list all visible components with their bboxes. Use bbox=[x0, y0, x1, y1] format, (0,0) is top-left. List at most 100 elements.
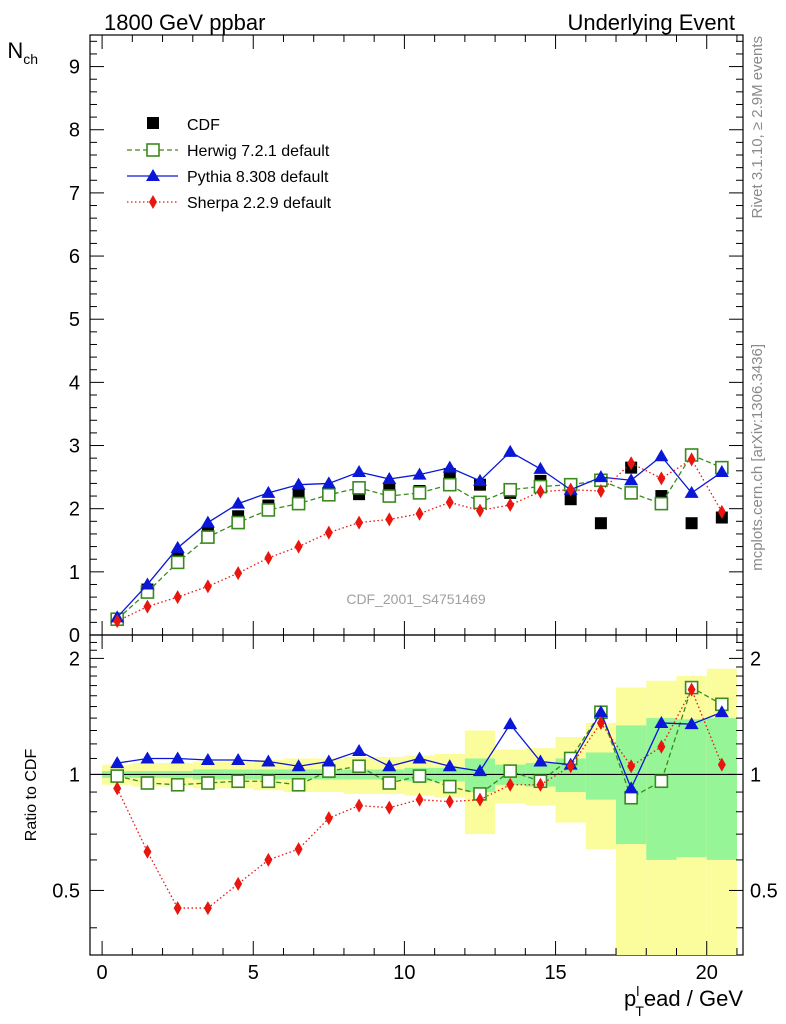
main-pythia-point-10 bbox=[412, 467, 427, 480]
main-pythia-point-7 bbox=[321, 476, 336, 489]
mcplots-note: mcplots.cern.ch [arXiv:1306.3436] bbox=[749, 344, 766, 571]
ratio-pythia-point-8 bbox=[352, 744, 367, 757]
ratio-sherpa-point-2 bbox=[173, 901, 182, 916]
ratio-sherpa-point-11 bbox=[445, 794, 454, 809]
main-herwig-point-17 bbox=[624, 486, 638, 500]
main-sherpa-point-14 bbox=[536, 484, 545, 499]
legend-herwig-label: Herwig 7.2.1 default bbox=[187, 143, 330, 160]
main-sherpa-point-9 bbox=[385, 512, 394, 527]
main-pythia-point-4 bbox=[231, 496, 246, 509]
legend: CDF Herwig 7.2.1 default Pythia 8.308 de… bbox=[127, 117, 332, 212]
x-axis-label: pl Tead / GeV bbox=[624, 983, 743, 1019]
ratio-herwig-point-0 bbox=[110, 769, 125, 783]
main-pythia-point-12 bbox=[472, 473, 487, 486]
ratio-sherpa-point-5 bbox=[264, 852, 273, 867]
main-herwig-point-18 bbox=[654, 496, 669, 511]
main-cdf-point-16 bbox=[594, 517, 607, 530]
ratio-sherpa-point-3 bbox=[203, 901, 212, 916]
ratio-pythia-point-14 bbox=[533, 754, 548, 767]
ratio-y-tick-label-right-1: 1 bbox=[750, 764, 761, 786]
main-herwig-point-13 bbox=[503, 482, 518, 497]
ratio-series-group bbox=[110, 680, 729, 916]
main-y-tick-label-0: 0 bbox=[69, 625, 80, 647]
ratio-pythia-point-5 bbox=[261, 754, 276, 767]
main-pythia-point-18 bbox=[654, 449, 669, 462]
ratio-pythia-point-11 bbox=[442, 759, 457, 772]
header-left-title: 1800 GeV ppbar bbox=[104, 10, 265, 35]
ratio-herwig-point-17 bbox=[624, 790, 638, 805]
band-inner-18 bbox=[646, 718, 677, 860]
main-y-tick-label-4: 4 bbox=[69, 372, 80, 394]
ratio-sherpa-point-6 bbox=[294, 842, 303, 857]
legend-sherpa-marker bbox=[149, 195, 157, 209]
legend-cdf-marker bbox=[147, 117, 159, 129]
ratio-pythia-point-9 bbox=[382, 759, 397, 772]
ratio-sherpa-point-9 bbox=[385, 800, 394, 815]
main-sherpa-point-2 bbox=[173, 590, 182, 605]
x-tick-label-15: 15 bbox=[544, 962, 566, 984]
ratio-sherpa-point-8 bbox=[355, 798, 364, 813]
ratio-y-tick-label-right-0.5: 0.5 bbox=[750, 880, 778, 902]
ratio-herwig-point-4 bbox=[231, 774, 245, 789]
main-ylabel-base: N bbox=[7, 38, 23, 63]
ratio-sherpa-point-10 bbox=[415, 792, 424, 807]
ratio-herwig-point-3 bbox=[201, 776, 215, 790]
header-right-title: Underlying Event bbox=[567, 10, 735, 35]
ratio-pythia-point-1 bbox=[140, 751, 155, 764]
main-y-tick-label-9: 9 bbox=[69, 57, 80, 79]
ratio-pythia-point-19 bbox=[684, 717, 699, 730]
main-pythia-point-5 bbox=[261, 485, 276, 498]
main-cdf-point-19 bbox=[685, 517, 698, 530]
ratio-sherpa-point-18 bbox=[657, 739, 666, 754]
main-sherpa-point-7 bbox=[324, 525, 333, 540]
rivet-version-note: Rivet 3.1.10, ≥ 2.9M events bbox=[749, 36, 766, 219]
legend-herwig-marker bbox=[146, 143, 160, 157]
main-sherpa-point-11 bbox=[445, 495, 454, 510]
main-sherpa-point-10 bbox=[415, 506, 424, 521]
legend-sherpa-label: Sherpa 2.2.9 default bbox=[187, 195, 332, 212]
legend-pythia-marker bbox=[146, 169, 160, 181]
ratio-pythia-point-18 bbox=[654, 715, 669, 728]
ratio-sherpa-point-13 bbox=[506, 777, 515, 792]
legend-pythia-label: Pythia 8.308 default bbox=[187, 169, 329, 186]
ratio-pythia-point-10 bbox=[412, 751, 427, 764]
main-herwig-point-2 bbox=[170, 555, 185, 570]
ratio-ylabel: Ratio to CDF bbox=[23, 749, 40, 842]
ratio-pythia-point-7 bbox=[321, 754, 336, 767]
ratio-sherpa-point-4 bbox=[234, 876, 243, 891]
main-sherpa-point-4 bbox=[234, 566, 243, 581]
main-pythia-point-3 bbox=[200, 515, 215, 528]
analysis-watermark: CDF_2001_S4751469 bbox=[346, 591, 486, 607]
ratio-sherpa-point-16 bbox=[596, 715, 605, 730]
main-ylabel-sub: ch bbox=[23, 51, 38, 67]
main-sherpa-point-0 bbox=[113, 614, 122, 629]
ratio-y-tick-label-left-0.5: 0.5 bbox=[52, 880, 80, 902]
main-sherpa-point-5 bbox=[264, 550, 273, 565]
legend-cdf-label: CDF bbox=[187, 117, 220, 134]
x-tick-label-0: 0 bbox=[97, 962, 108, 984]
main-pythia-point-6 bbox=[291, 477, 306, 490]
axis-ticks: 0 5 10 15 20 0 1 2 3 4 5 6 7 8 9 0.5 0.5 1 1 2 2 bbox=[52, 35, 778, 984]
main-sherpa-point-8 bbox=[355, 515, 364, 530]
ratio-sherpa-point-14 bbox=[536, 777, 545, 792]
x-tick-label-10: 10 bbox=[393, 962, 415, 984]
ratio-uncertainty-bands bbox=[102, 668, 737, 955]
main-pythia-point-13 bbox=[503, 444, 518, 457]
x-axis-label-rest: ead / GeV bbox=[644, 986, 743, 1011]
main-sherpa-point-1 bbox=[143, 599, 152, 614]
main-sherpa-point-18 bbox=[657, 471, 666, 486]
main-y-tick-label-3: 3 bbox=[69, 436, 80, 458]
main-sherpa-line bbox=[116, 458, 723, 622]
x-axis-label-p: p bbox=[624, 986, 636, 1011]
main-herwig-point-5 bbox=[261, 503, 276, 517]
main-y-tick-label-6: 6 bbox=[69, 246, 80, 268]
band-inner-19 bbox=[676, 719, 707, 858]
main-sherpa-point-20 bbox=[717, 504, 726, 519]
main-ylabel: Nch bbox=[7, 38, 38, 67]
ratio-herwig-point-1 bbox=[140, 776, 155, 790]
main-pythia-point-9 bbox=[382, 472, 397, 484]
ratio-y-tick-label-right-2: 2 bbox=[750, 648, 761, 670]
ratio-herwig-point-9 bbox=[382, 776, 397, 790]
ratio-sherpa-point-12 bbox=[475, 792, 484, 807]
ratio-pythia-point-16 bbox=[593, 705, 608, 718]
